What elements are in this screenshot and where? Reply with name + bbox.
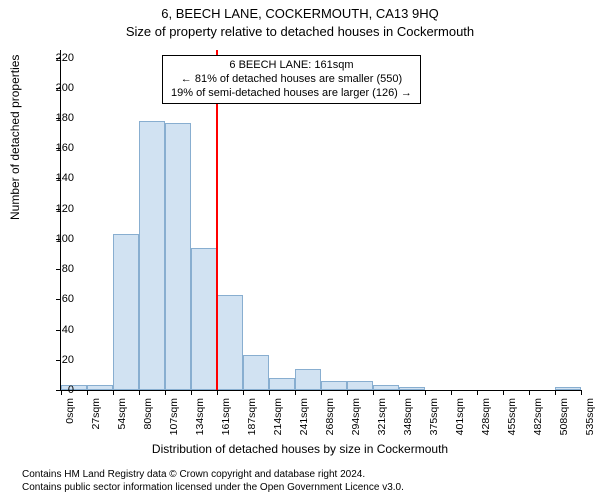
x-tick-mark [399,390,400,395]
annotation-box: 6 BEECH LANE: 161sqm← 81% of detached ho… [162,55,421,104]
x-tick-label: 428sqm [480,398,492,458]
x-tick-label: 187sqm [246,398,258,458]
footer-line-1: Contains HM Land Registry data © Crown c… [22,469,404,482]
x-tick-label: 161sqm [220,398,232,458]
x-tick-label: 375sqm [428,398,440,458]
x-tick-mark [113,390,114,395]
x-tick-label: 321sqm [376,398,388,458]
x-tick-mark [555,390,556,395]
x-tick-mark [425,390,426,395]
x-tick-label: 54sqm [116,398,128,458]
footer-line-2: Contains public sector information licen… [22,482,404,495]
histogram-bar [165,123,190,390]
x-tick-label: 455sqm [506,398,518,458]
x-tick-mark [191,390,192,395]
histogram-bar [373,385,398,390]
annotation-line: 6 BEECH LANE: 161sqm [171,59,412,73]
x-tick-mark [269,390,270,395]
x-tick-mark [321,390,322,395]
histogram-bar [295,369,320,390]
x-tick-mark [373,390,374,395]
y-tick-label: 220 [44,52,74,64]
histogram-bar [87,385,112,390]
y-tick-label: 80 [44,263,74,275]
histogram-bar [321,381,346,390]
x-tick-label: 482sqm [532,398,544,458]
y-tick-label: 20 [44,354,74,366]
footer-attribution: Contains HM Land Registry data © Crown c… [22,469,404,494]
page-title-address: 6, BEECH LANE, COCKERMOUTH, CA13 9HQ [0,6,600,21]
y-tick-label: 60 [44,293,74,305]
histogram-bar [269,378,294,390]
x-tick-mark [139,390,140,395]
histogram-bar [555,387,580,390]
x-tick-mark [243,390,244,395]
y-tick-label: 180 [44,112,74,124]
histogram-bar [347,381,372,390]
histogram-bar [191,248,216,390]
x-tick-mark [581,390,582,395]
histogram-bar [217,295,242,390]
x-tick-mark [165,390,166,395]
x-tick-mark [529,390,530,395]
x-tick-label: 268sqm [324,398,336,458]
x-tick-label: 401sqm [454,398,466,458]
y-tick-label: 200 [44,82,74,94]
x-tick-label: 134sqm [194,398,206,458]
x-tick-label: 508sqm [558,398,570,458]
x-tick-mark [295,390,296,395]
x-tick-label: 0sqm [64,398,76,458]
x-tick-mark [87,390,88,395]
x-tick-label: 294sqm [350,398,362,458]
x-tick-label: 214sqm [272,398,284,458]
x-tick-label: 348sqm [402,398,414,458]
x-tick-label: 241sqm [298,398,310,458]
y-tick-label: 140 [44,172,74,184]
histogram-bar [399,387,424,390]
histogram-bar [139,121,164,390]
x-tick-mark [477,390,478,395]
y-tick-label: 120 [44,203,74,215]
y-tick-label: 100 [44,233,74,245]
annotation-line: ← 81% of detached houses are smaller (55… [171,73,412,87]
histogram-bar [113,234,138,390]
y-axis-label: Number of detached properties [8,55,22,220]
x-tick-mark [451,390,452,395]
x-tick-mark [503,390,504,395]
histogram-bar [243,355,268,390]
y-tick-label: 40 [44,324,74,336]
y-tick-label: 0 [44,384,74,396]
x-tick-label: 107sqm [168,398,180,458]
y-tick-label: 160 [44,142,74,154]
x-tick-label: 80sqm [142,398,154,458]
page-title-subtitle: Size of property relative to detached ho… [0,24,600,39]
x-tick-mark [217,390,218,395]
x-tick-mark [347,390,348,395]
x-tick-label: 27sqm [90,398,102,458]
annotation-line: 19% of semi-detached houses are larger (… [171,87,412,101]
x-tick-label: 535sqm [584,398,596,458]
